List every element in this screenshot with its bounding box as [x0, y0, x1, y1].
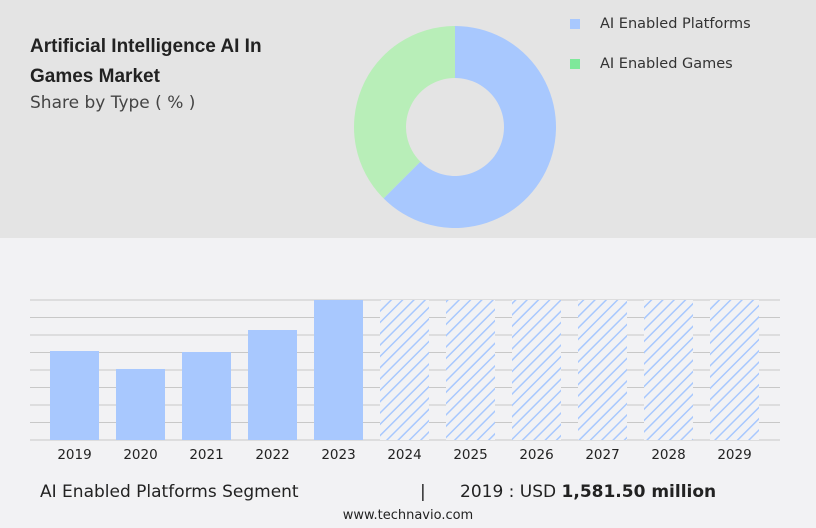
bar-2019	[50, 351, 99, 440]
donut-slice	[353, 26, 455, 199]
footer: AI Enabled Platforms Segment | 2019 : US…	[40, 482, 760, 502]
segment-label: AI Enabled Platforms Segment	[40, 482, 299, 502]
year-label: 2019 : USD	[460, 482, 562, 502]
bar-forecast-2029	[710, 300, 759, 440]
x-label-2021: 2021	[189, 447, 223, 463]
legend-label: AI Enabled Platforms	[600, 16, 751, 32]
x-label-2023: 2023	[321, 447, 355, 463]
legend-item-games: AI Enabled Games	[570, 54, 751, 74]
legend-swatch	[570, 19, 580, 29]
legend-swatch	[570, 59, 580, 69]
bar-2020	[116, 368, 165, 440]
bar-forecast-2027	[578, 300, 627, 440]
bar-2021	[182, 351, 231, 440]
legend: AI Enabled Platforms AI Enabled Games	[570, 14, 751, 94]
legend-item-platforms: AI Enabled Platforms	[570, 14, 751, 34]
x-label-2029: 2029	[717, 447, 751, 463]
x-label-2020: 2020	[123, 447, 157, 463]
bar-forecast-2026	[512, 300, 561, 440]
bar-2023	[314, 300, 363, 440]
website: www.technavio.com	[342, 508, 474, 523]
bar-forecast-2025	[446, 300, 495, 440]
donut-chart	[353, 26, 556, 228]
x-label-2026: 2026	[519, 447, 553, 463]
bars	[50, 300, 759, 440]
chart-subtitle: Share by Type ( % )	[30, 93, 196, 113]
segment-value: 2019 : USD 1,581.50 million	[460, 482, 716, 502]
value: 1,581.50 million	[561, 482, 717, 502]
legend-label: AI Enabled Games	[600, 56, 733, 72]
x-label-2019: 2019	[57, 447, 91, 463]
x-label-2024: 2024	[387, 447, 421, 463]
bar-forecast-2028	[644, 300, 693, 440]
separator: |	[420, 482, 426, 502]
x-label-2022: 2022	[255, 447, 289, 463]
donut-slice	[383, 26, 556, 228]
bar-2022	[248, 329, 297, 440]
x-label-2025: 2025	[453, 447, 487, 463]
x-axis-labels: 2019 2020 2021 2022 2023 2024 2025 2026 2027 2028…	[57, 447, 751, 463]
chart-title: Artificial Intelligence AI In Games Mark…	[30, 36, 262, 87]
bar-forecast-2024	[380, 300, 429, 440]
x-label-2027: 2027	[585, 447, 619, 463]
x-label-2028: 2028	[651, 447, 685, 463]
